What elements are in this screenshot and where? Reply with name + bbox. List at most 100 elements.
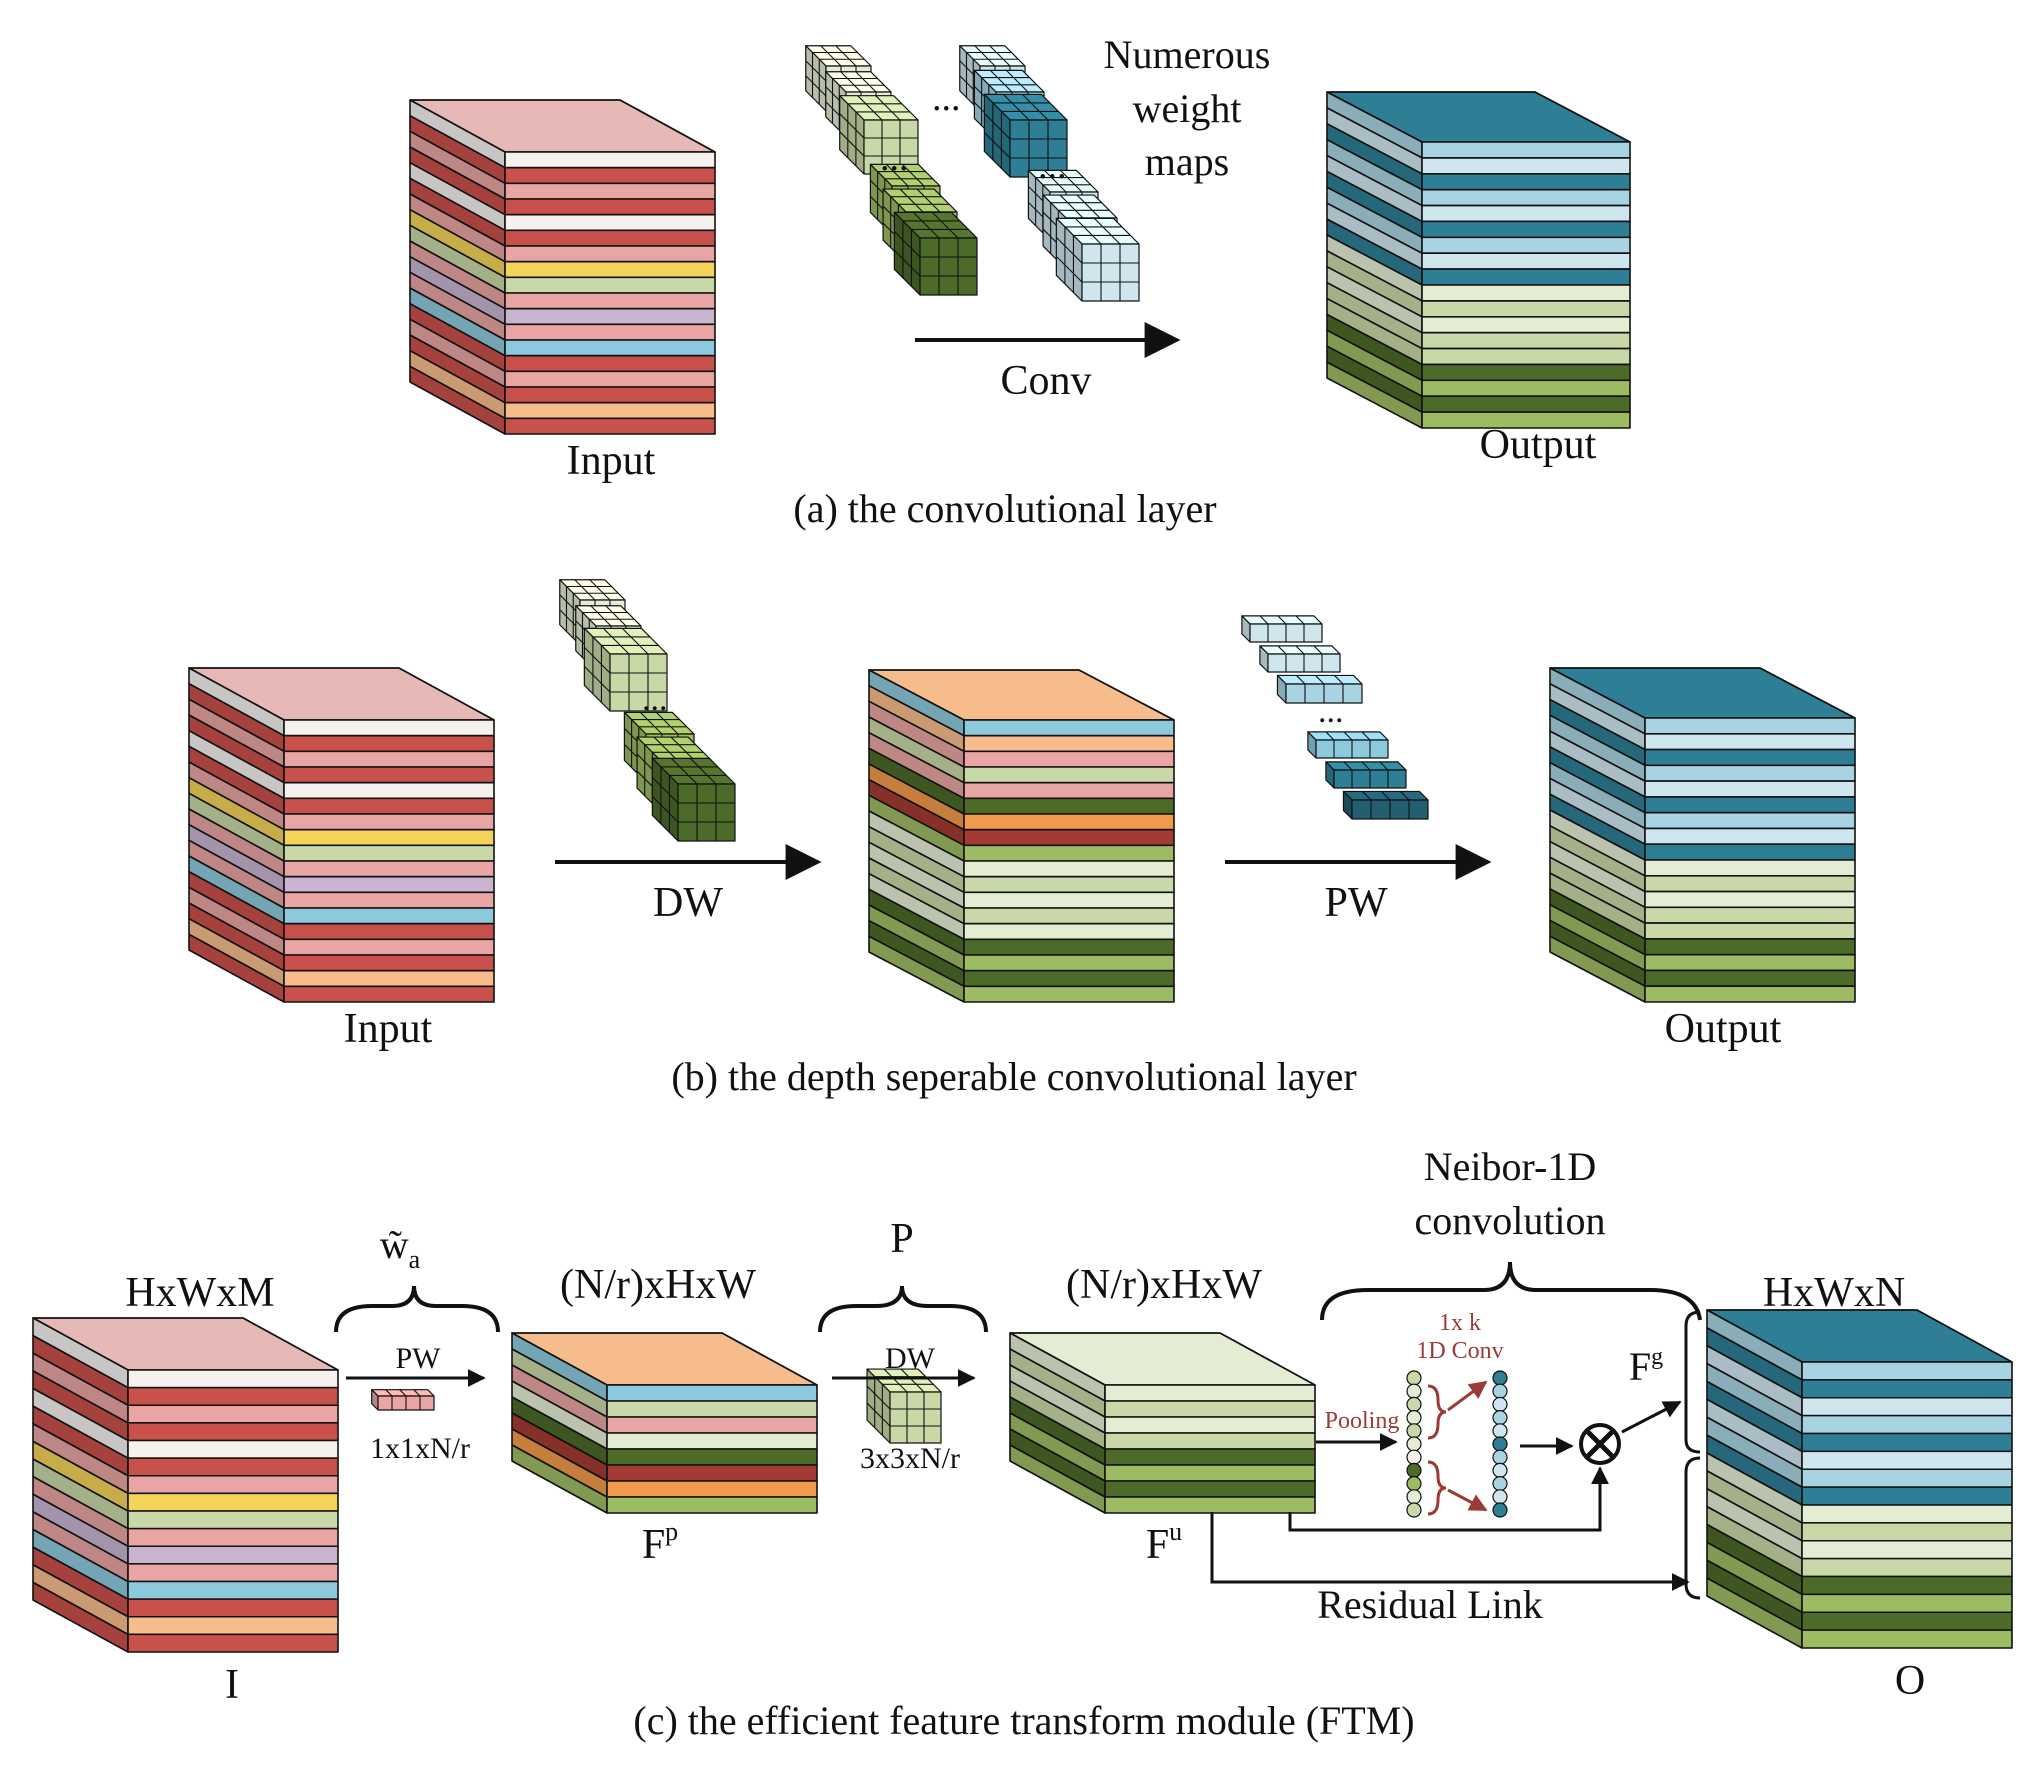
layer-front-face (606, 1416, 818, 1434)
residual-label: Residual Link (1317, 1582, 1543, 1627)
kernel-grid-line (670, 757, 698, 785)
kernel-grid-line (1362, 791, 1372, 801)
output-label: Output (1480, 422, 1597, 468)
layer-front-face (963, 985, 1175, 1003)
kernel-grid-line (840, 71, 862, 93)
layer-front-face (963, 922, 1175, 941)
layer-front-face (1421, 172, 1631, 191)
layer-front-face (1644, 906, 1856, 924)
dw-kernel (866, 1368, 942, 1444)
pw-kernel-rod (371, 1389, 435, 1411)
layer-front-face (127, 1404, 339, 1424)
ellipsis: ... (880, 137, 909, 179)
kernel-grid-line (1006, 70, 1029, 93)
kernel-grid-line (621, 627, 649, 655)
dw-kernel-dims: 3x3xN/r (860, 1442, 960, 1475)
kernel-grid-line (974, 45, 996, 67)
kernel-grid-line (385, 1389, 393, 1397)
layer-front-face (1801, 1379, 2013, 1399)
kernel-grid-line (899, 188, 924, 213)
layer-front-face (283, 750, 495, 768)
fu-feature-stack (1009, 1332, 1316, 1514)
layer-front-face (127, 1598, 339, 1618)
kernel-grid-line (1055, 255, 1083, 283)
conv1d-label: 1D Conv (1416, 1338, 1503, 1364)
layer-front-face (283, 907, 495, 925)
neighbor-brace (1427, 1384, 1447, 1440)
fg-arrow (1621, 1400, 1682, 1434)
layer-front-face (283, 938, 495, 956)
layer-front-face (504, 417, 716, 435)
layer-front-face (606, 1496, 818, 1514)
layer-front-face (504, 292, 716, 310)
layer-front-face (1801, 1361, 2013, 1381)
layer-front-face (283, 860, 495, 878)
layer-front-face (1801, 1414, 2013, 1435)
layer-front-face (606, 1384, 818, 1402)
layer-front-face (283, 734, 495, 753)
attention-vector-bead (1492, 1370, 1508, 1386)
attention-vector-bead (1492, 1489, 1508, 1505)
neibor-1d-vectors (1406, 1370, 1508, 1518)
dw-label: DW (653, 880, 723, 926)
multiply-icon (1579, 1423, 1621, 1465)
output-feature-stack (1549, 667, 1856, 1003)
kernel-grid-line (835, 45, 857, 67)
layer-front-face (283, 828, 495, 847)
layer-front-face (1801, 1539, 2013, 1560)
pw-kernel-rod (1241, 615, 1323, 643)
layer-front-face (963, 875, 1175, 894)
kernel-grid-line (656, 712, 679, 735)
dw-label: DW (885, 1342, 936, 1375)
layer-front-face (504, 323, 716, 341)
kernel-grid-line (670, 736, 695, 761)
panel-b: ... ... DW PW Input Output (b) the depth… (188, 579, 1856, 1099)
attention-vector-bead (1492, 1409, 1508, 1426)
kernel-grid-line (1381, 791, 1391, 801)
layer-front-face (283, 797, 495, 815)
kernel-grid-line (1361, 761, 1371, 771)
layer-front-face (1801, 1432, 2013, 1453)
depthwise-output-stack (868, 669, 1175, 1003)
layer-front-face (1644, 732, 1856, 751)
layer-front-face (1644, 796, 1856, 814)
kernel-grid-line (875, 95, 901, 121)
kernel-grid-line (900, 1368, 925, 1393)
pooled-vector-bead (1406, 1409, 1422, 1426)
layer-front-face (504, 166, 716, 185)
layer-front-face (283, 969, 495, 988)
layer-front-face (1644, 874, 1856, 893)
input-feature-stack (409, 99, 716, 435)
layer-front-face (1644, 938, 1856, 956)
weights-label: Numerous (1104, 32, 1271, 77)
layer-front-face (963, 797, 1175, 815)
kernel-grid-line (805, 75, 827, 97)
weight-maps (805, 45, 1140, 302)
kernel-grid-line (1055, 236, 1083, 264)
layer-front-face (283, 813, 495, 831)
kernel-front (677, 783, 736, 842)
layer-front-face (1801, 1468, 2013, 1488)
panel-caption: (a) the convolutional layer (793, 486, 1216, 531)
layer-front-face (127, 1510, 339, 1530)
panel-c: HxWxM I w̃a PW 1x1xN/r (N/r)xHxW Fp P DW… (32, 1144, 2013, 1743)
layer-front-face (1801, 1396, 2013, 1417)
layer-front-face (1421, 315, 1631, 334)
attention-vector-bead (1492, 1436, 1508, 1452)
layer-front-face (1644, 764, 1856, 782)
layer-front-face (283, 781, 495, 800)
pw-kernel-dims: 1x1xN/r (370, 1432, 470, 1465)
neibor-label: Neibor-1D (1424, 1144, 1596, 1189)
neibor-brace (1320, 1261, 1702, 1321)
kernel-grid-line (589, 579, 611, 601)
kernel-grid-line (857, 95, 883, 121)
attention-vector-bead (1492, 1502, 1508, 1518)
kernel-grid-line (583, 646, 611, 674)
p-symbol: P (890, 1216, 913, 1262)
skip-to-multiply-line (1288, 1466, 1609, 1532)
layer-front-face (963, 938, 1175, 956)
layer-front-face (1104, 1448, 1316, 1466)
layer-front-face (504, 245, 716, 263)
conv1d-arrow (1447, 1488, 1488, 1512)
layer-front-face (1644, 780, 1856, 798)
